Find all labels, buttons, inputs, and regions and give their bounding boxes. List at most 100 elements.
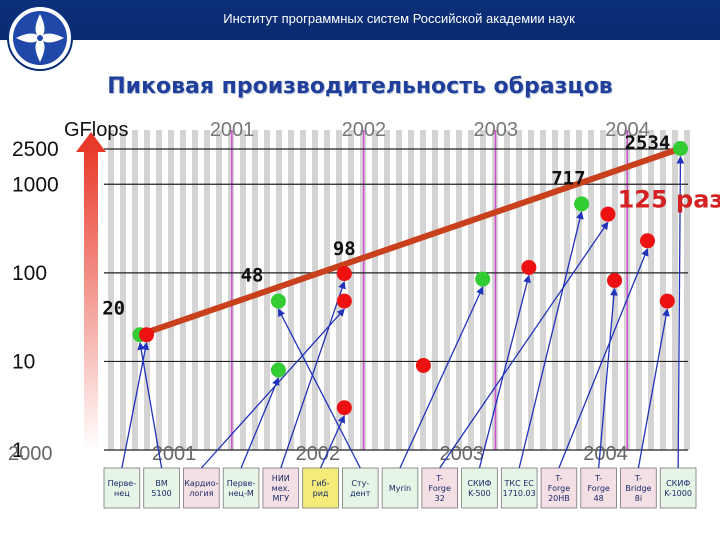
- grid-stripe: [660, 130, 666, 450]
- grid-stripe: [540, 130, 546, 450]
- grid-stripe: [300, 130, 306, 450]
- grid-stripe: [456, 130, 462, 450]
- system-box-label: ТКС ЕС: [504, 479, 535, 488]
- ips-ras-logo: [7, 5, 73, 71]
- value-annotation: 2534: [625, 132, 671, 154]
- system-box: [540, 467, 578, 509]
- data-point: [607, 272, 623, 288]
- system-box-label: нец: [114, 489, 130, 498]
- grid-stripe: [420, 130, 426, 450]
- y-tick-label: 1000: [12, 173, 59, 196]
- x-bottom-year-label: 2004: [583, 443, 628, 465]
- system-box-label: Сту-: [351, 479, 369, 488]
- callout-link: [598, 287, 618, 469]
- callout-link: [439, 221, 609, 469]
- callout-link: [121, 341, 150, 469]
- value-annotation: 20: [102, 297, 125, 319]
- data-point: [270, 362, 286, 378]
- grid-stripe: [432, 130, 438, 450]
- system-box-label: T-: [594, 474, 602, 483]
- grid-stripe: [156, 130, 162, 450]
- y-tick-label: 100: [12, 262, 47, 285]
- system-box-label: дент: [350, 489, 371, 498]
- data-point: [475, 271, 491, 287]
- system-box: [580, 467, 617, 509]
- callout-link: [478, 274, 531, 469]
- system-box: [183, 467, 220, 509]
- data-point: [521, 259, 537, 275]
- data-point: [574, 196, 590, 212]
- grid-stripe: [396, 130, 402, 450]
- grid-stripe: [672, 130, 678, 450]
- y-tick-label: 2500: [12, 138, 59, 161]
- grid-stripe: [516, 130, 522, 450]
- data-point: [672, 140, 688, 156]
- y-axis-label: GFlops: [64, 119, 128, 141]
- grid-stripe: [528, 130, 534, 450]
- callout-link: [637, 308, 670, 469]
- system-box-label: Forge: [429, 484, 451, 493]
- grid-stripe: [600, 130, 606, 450]
- system-box-label: нец-М: [228, 489, 253, 498]
- system-box-label: T-: [435, 474, 443, 483]
- grid-stripe: [312, 130, 318, 450]
- data-point: [659, 293, 675, 309]
- value-annotation: 98: [333, 238, 356, 260]
- system-box: [222, 467, 260, 509]
- system-box: [143, 467, 180, 509]
- system-box-label: T-: [634, 474, 642, 483]
- system-box: [500, 467, 538, 509]
- grid-stripe: [588, 130, 594, 450]
- grid-stripe: [576, 130, 582, 450]
- grid-stripe: [408, 130, 414, 450]
- x-top-year-label: 2001: [210, 119, 255, 141]
- system-box-label: Forge: [548, 484, 570, 493]
- up-arrow-shaft: [84, 146, 98, 450]
- y-tick-label: 1: [12, 439, 24, 462]
- callout-link: [240, 377, 280, 469]
- data-point: [640, 233, 655, 249]
- callout-link: [676, 155, 685, 469]
- grid-stripe: [564, 130, 570, 450]
- ratio-label: 125 раз: [618, 185, 720, 213]
- system-box-label: Гиб-: [312, 479, 330, 488]
- grid-stripe: [348, 130, 354, 450]
- x-bottom-year-label: 2001: [152, 443, 197, 465]
- system-box-label: 8i: [635, 494, 642, 503]
- grid-stripe: [204, 130, 210, 450]
- x-top-year-label: 2003: [473, 119, 518, 141]
- grid-stripe: [192, 130, 198, 450]
- value-annotation: 717: [551, 167, 585, 189]
- system-box: [302, 467, 339, 509]
- x-bottom-year-label: 2003: [439, 443, 484, 465]
- system-box-label: Forge: [587, 484, 609, 493]
- system-box-label: T-: [554, 474, 562, 483]
- data-point: [415, 357, 431, 373]
- data-point: [336, 293, 352, 309]
- system-box-label: 48: [594, 494, 604, 503]
- grid-stripe: [648, 130, 654, 450]
- system-box-label: СКИФ: [666, 479, 690, 488]
- system-box-label: МГУ: [272, 494, 289, 503]
- data-point: [336, 266, 352, 282]
- grid-stripe: [216, 130, 222, 450]
- grid-stripe: [120, 130, 126, 450]
- y-tick-label: 10: [12, 350, 35, 373]
- slide-title: Пиковая производительность образцов: [107, 74, 613, 99]
- data-point: [139, 327, 155, 343]
- grid-stripe: [132, 130, 138, 450]
- data-point: [600, 206, 616, 222]
- grid-stripe: [444, 130, 450, 450]
- callout-link: [277, 308, 361, 469]
- system-box-label: Myrin: [389, 484, 411, 493]
- value-annotation: 48: [241, 264, 264, 286]
- grid-stripe: [636, 130, 642, 450]
- grid-stripe: [336, 130, 342, 450]
- data-point: [336, 400, 352, 416]
- system-box-label: рид: [313, 489, 329, 498]
- system-box: [103, 467, 141, 509]
- system-box-label: Кардио-: [184, 479, 218, 488]
- trend-line: [137, 145, 684, 338]
- system-box-label: K-500: [468, 489, 491, 498]
